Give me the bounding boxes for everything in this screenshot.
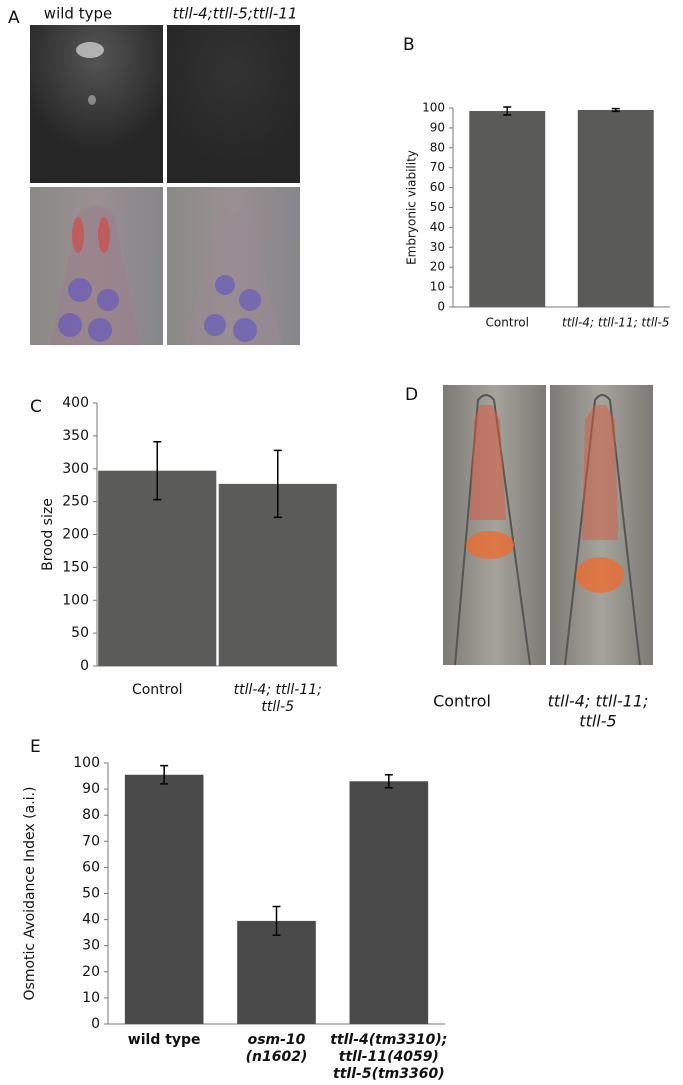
bar — [237, 920, 316, 1024]
y-tick-label: 200 — [62, 527, 89, 543]
y-tick-label: 50 — [71, 625, 89, 641]
y-tick-label: 60 — [82, 859, 100, 875]
error-bar — [272, 905, 281, 937]
error-bar — [611, 107, 620, 113]
x-tick-label: Control — [486, 316, 529, 330]
y-tick-label: 0 — [91, 1016, 100, 1032]
y-tick-label: 90 — [430, 120, 445, 134]
panel-label: D — [405, 385, 418, 405]
y-tick-label: 350 — [62, 428, 89, 444]
y-tick-label: 60 — [430, 180, 445, 194]
panel-label: E — [30, 737, 41, 757]
y-tick-label: 250 — [62, 494, 89, 510]
column-label: ttll-5 — [579, 712, 616, 731]
y-tick-label: 50 — [82, 886, 100, 902]
x-tick-label: ttll-5 — [261, 699, 294, 715]
error-bar — [153, 441, 162, 501]
y-tick-label: 0 — [437, 300, 445, 314]
column-label: wild type — [44, 5, 112, 23]
micrographs-d — [443, 385, 653, 666]
x-tick-label: osm-10 — [248, 1032, 306, 1048]
y-tick-label: 0 — [80, 658, 89, 674]
y-tick-label: 20 — [430, 260, 445, 274]
panel-label: C — [30, 397, 42, 417]
panel-label: B — [403, 35, 415, 55]
y-tick-label: 300 — [62, 461, 89, 477]
x-tick-label: ttll-4(tm3310); — [330, 1032, 447, 1048]
y-tick-label: 10 — [82, 990, 100, 1006]
y-tick-label: 100 — [62, 592, 89, 608]
y-tick-label: 40 — [430, 220, 445, 234]
y-axis-label: Brood size — [40, 498, 56, 571]
error-bar — [503, 106, 512, 116]
x-tick-label: ttll-4; ttll-11; — [234, 682, 322, 698]
y-tick-label: 50 — [430, 200, 445, 214]
y-tick-label: 80 — [82, 807, 100, 823]
y-tick-label: 80 — [430, 140, 445, 154]
y-tick-label: 100 — [422, 101, 445, 115]
column-label: ttll-4;ttll-5;ttll-11 — [173, 5, 298, 23]
bar — [349, 781, 429, 1024]
error-bar — [384, 773, 393, 789]
y-tick-label: 70 — [430, 160, 445, 174]
y-tick-label: 10 — [430, 280, 445, 294]
y-tick-label: 100 — [73, 755, 100, 771]
column-label: Control — [433, 692, 491, 711]
y-tick-label: 20 — [82, 964, 100, 980]
y-tick-label: 70 — [82, 833, 100, 849]
bar — [577, 109, 654, 308]
y-tick-label: 90 — [82, 781, 100, 797]
y-axis-label: Osmotic Avoidance Index (a.i.) — [22, 787, 38, 1001]
bar — [124, 774, 204, 1024]
y-tick-label: 40 — [82, 912, 100, 928]
x-tick-label: ttll-4; ttll-11; ttll-5 — [562, 316, 669, 330]
y-tick-label: 30 — [430, 240, 445, 254]
bar — [98, 470, 217, 666]
x-tick-label: ttll-11(4059) — [339, 1049, 439, 1065]
bar — [469, 110, 546, 307]
x-tick-label: (n1602) — [246, 1049, 308, 1065]
x-tick-label: wild type — [128, 1032, 201, 1048]
micrographs-a — [30, 25, 300, 345]
x-tick-label: ttll-5(tm3360) — [333, 1066, 445, 1082]
y-axis-label: Embryonic viability — [405, 150, 419, 265]
column-label: ttll-4; ttll-11; — [548, 692, 649, 711]
y-tick-label: 150 — [62, 559, 89, 575]
error-bar — [160, 764, 169, 785]
panel-label: A — [8, 8, 20, 28]
y-tick-label: 400 — [62, 395, 89, 411]
x-tick-label: Control — [132, 682, 183, 698]
y-tick-label: 30 — [82, 938, 100, 954]
error-bar — [273, 449, 282, 519]
